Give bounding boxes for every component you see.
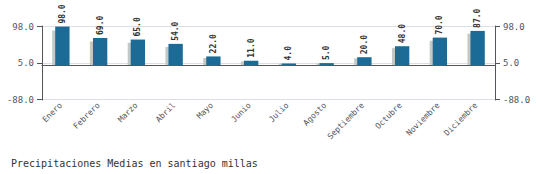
svg-text:Diciembre: Diciembre (442, 101, 479, 138)
svg-text:Marzo: Marzo (116, 101, 139, 124)
svg-text:Enero: Enero (41, 101, 64, 124)
svg-text:Julio: Julio (267, 101, 290, 124)
svg-text:54.0: 54.0 (171, 21, 180, 40)
svg-text:65.0: 65.0 (133, 17, 142, 36)
svg-text:5.0: 5.0 (503, 58, 519, 68)
svg-text:4.0: 4.0 (284, 46, 293, 61)
svg-text:5.0: 5.0 (18, 58, 34, 68)
svg-text:Junio: Junio (229, 101, 252, 124)
svg-text:Septiembre: Septiembre (326, 101, 366, 141)
svg-text:Abril: Abril (154, 101, 177, 124)
svg-text:87.0: 87.0 (473, 8, 482, 27)
svg-text:11.0: 11.0 (247, 38, 256, 57)
svg-text:Agosto: Agosto (302, 101, 329, 128)
svg-text:Febrero: Febrero (72, 101, 102, 131)
svg-text:22.0: 22.0 (209, 34, 218, 53)
svg-text:Octubre: Octubre (374, 101, 404, 131)
svg-text:-88.0: -88.0 (7, 95, 34, 105)
svg-text:5.0: 5.0 (322, 45, 331, 60)
svg-text:48.0: 48.0 (398, 24, 407, 43)
svg-text:70.0: 70.0 (435, 15, 444, 34)
svg-text:69.0: 69.0 (96, 16, 105, 35)
svg-text:20.0: 20.0 (360, 35, 369, 54)
svg-text:Mayo: Mayo (195, 101, 215, 121)
svg-text:98.0: 98.0 (58, 4, 67, 23)
svg-text:Noviembre: Noviembre (405, 101, 442, 138)
svg-text:Precipitaciones Medias en sant: Precipitaciones Medias en santiago milla… (11, 158, 258, 169)
svg-text:-88.0: -88.0 (503, 95, 530, 105)
svg-text:98.0: 98.0 (12, 22, 34, 32)
svg-text:98.0: 98.0 (503, 22, 525, 32)
